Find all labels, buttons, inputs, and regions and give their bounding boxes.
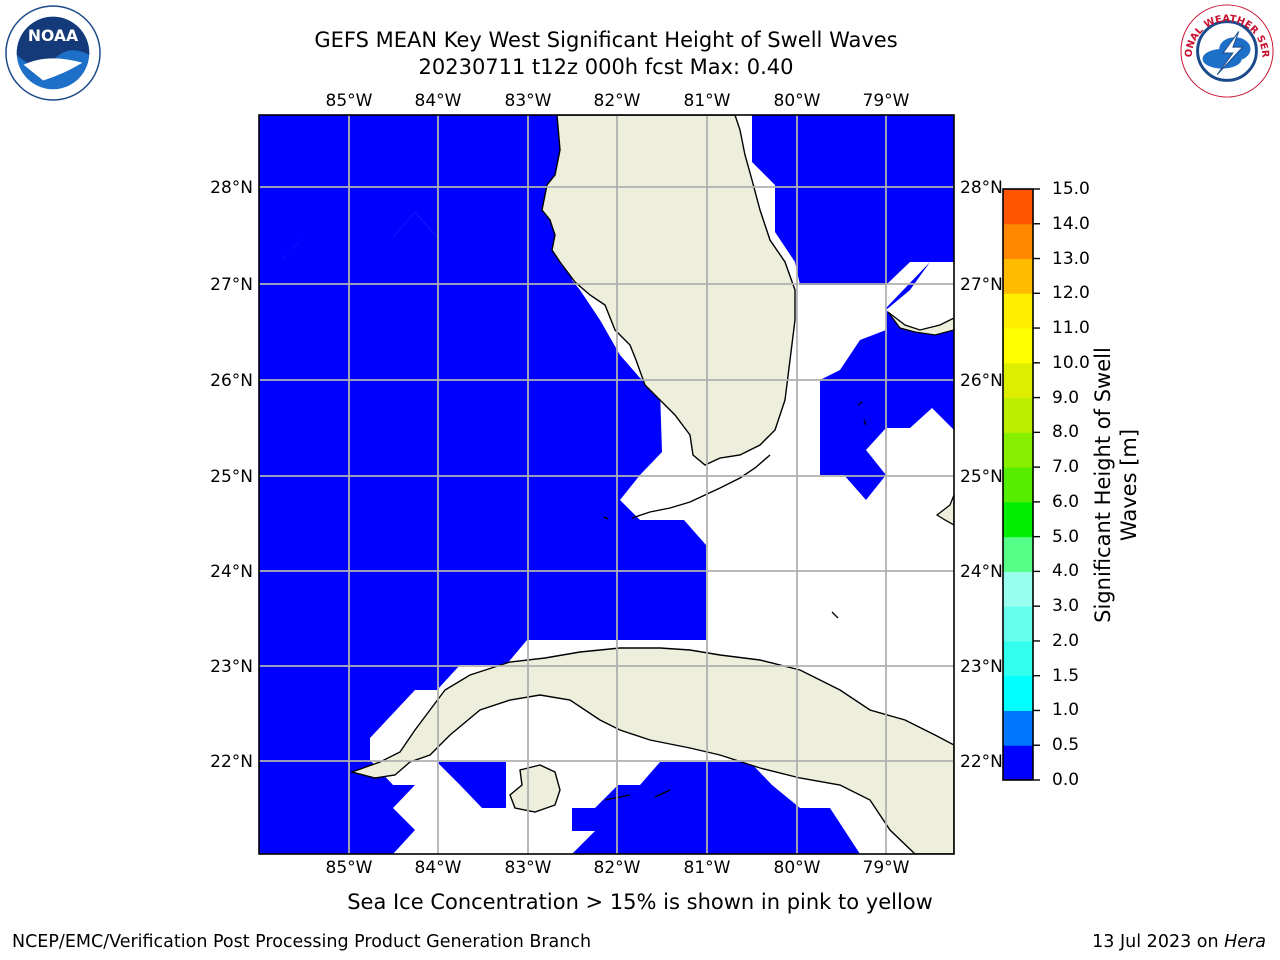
colorbar-tick-label: 0.5 (1052, 735, 1080, 756)
lon-labels-top: 85°W 84°W 83°W 82°W 81°W 80°W 79°W (326, 91, 910, 111)
colorbar-tick-label: 14.0 (1052, 213, 1090, 234)
colorbar-tick-label: 7.0 (1052, 457, 1080, 478)
colorbar-tick-label: 11.0 (1052, 318, 1090, 339)
lat-label: 26°N (210, 371, 253, 391)
colorbar-segment (1003, 189, 1033, 225)
lon-label: 81°W (684, 91, 731, 111)
credit-machine: Hera (1224, 932, 1266, 952)
colorbar-segment (1003, 293, 1033, 329)
lat-labels-right: 28°N 27°N 26°N 25°N 24°N 23°N 22°N (960, 178, 1003, 772)
colorbar-segment (1003, 745, 1033, 781)
colorbar-tick-label: 15.0 (1052, 179, 1090, 199)
lon-label: 80°W (774, 91, 821, 111)
lat-label: 28°N (960, 178, 1003, 198)
sea-ice-note: Sea Ice Concentration > 15% is shown in … (347, 890, 933, 914)
colorbar-frame (1002, 188, 1034, 781)
colorbar-ticks (1033, 188, 1040, 781)
colorbar-tick-label: 0.0 (1052, 770, 1080, 790)
chart-subtitle: 20230711 t12z 000h fcst Max: 0.40 (418, 55, 794, 79)
colorbar-tick-label: 4.0 (1052, 561, 1080, 582)
colorbar-segment (1003, 501, 1033, 538)
colorbar-segment (1003, 640, 1033, 677)
colorbar-segment (1003, 362, 1033, 399)
colorbar-tick-label: 2.0 (1052, 630, 1080, 651)
chart-title: GEFS MEAN Key West Significant Height of… (314, 28, 898, 52)
lon-label: 83°W (505, 91, 552, 111)
map-frame (258, 114, 955, 855)
colorbar-tick-label: 9.0 (1052, 387, 1080, 408)
colorbar-segment (1003, 710, 1033, 746)
land-cuba (349, 647, 954, 854)
colorbar-tick-label: 12.0 (1052, 283, 1090, 304)
colorbar-title: Significant Height of Swell Waves [m] (1091, 347, 1141, 623)
noaa-logo-text: NOAA (28, 26, 79, 45)
colorbar-tick-label: 5.0 (1052, 526, 1080, 547)
colorbar-tick-label: 13.0 (1052, 248, 1090, 269)
land-florida (541, 115, 796, 466)
lon-label: 83°W (505, 858, 552, 878)
colorbar-segment (1003, 397, 1033, 433)
grid-lines (259, 115, 954, 854)
lon-label: 85°W (326, 858, 373, 878)
colorbar-tick-label: 1.5 (1052, 665, 1080, 686)
colorbar-segment (1003, 606, 1033, 642)
colorbar-segment (1003, 571, 1033, 607)
land-isla-juventud (509, 764, 561, 813)
lat-label: 22°N (210, 752, 253, 772)
colorbar-tick-label: 3.0 (1052, 596, 1080, 617)
lat-label: 23°N (210, 657, 253, 677)
credit-branch: NCEP/EMC/Verification Post Processing Pr… (12, 932, 592, 952)
colorbar-tick-label: 1.0 (1052, 700, 1080, 721)
lon-label: 85°W (326, 91, 373, 111)
credit-date-text: 13 Jul 2023 on (1092, 932, 1225, 952)
lon-label: 84°W (415, 91, 462, 111)
credit-date: 13 Jul 2023 on Hera (1092, 932, 1266, 952)
colorbar-tick-label: 8.0 (1052, 422, 1080, 443)
colorbar-tick-label: 10.0 (1052, 352, 1090, 373)
noaa-logo: NOAA (5, 5, 101, 101)
lat-label: 25°N (960, 467, 1003, 487)
lon-labels-bottom: 85°W 84°W 83°W 82°W 81°W 80°W 79°W (326, 858, 910, 878)
lon-label: 84°W (415, 858, 462, 878)
lon-label: 82°W (594, 91, 641, 111)
lat-label: 24°N (960, 562, 1003, 582)
lat-label: 22°N (960, 752, 1003, 772)
colorbar-tick-label: 6.0 (1052, 491, 1080, 512)
lat-label: 28°N (210, 178, 253, 198)
lon-label: 81°W (684, 858, 731, 878)
lat-label: 25°N (210, 467, 253, 487)
lon-label: 79°W (863, 858, 910, 878)
colorbar (1003, 189, 1033, 781)
colorbar-segment (1003, 432, 1033, 468)
lat-labels-left: 28°N 27°N 26°N 25°N 24°N 23°N 22°N (210, 178, 253, 772)
lat-label: 27°N (210, 275, 253, 295)
colorbar-segment (1003, 258, 1033, 294)
colorbar-segment (1003, 536, 1033, 572)
florida-keys (631, 454, 771, 519)
colorbar-segment (1003, 675, 1033, 711)
colorbar-segment (1003, 223, 1033, 260)
lon-label: 82°W (594, 858, 641, 878)
lat-label: 26°N (960, 371, 1003, 391)
lon-label: 79°W (863, 91, 910, 111)
map-area (259, 115, 954, 854)
colorbar-segment (1003, 328, 1033, 364)
nws-logo: NATIONAL WEATHER SERVICE (1176, 2, 1274, 98)
colorbar-segment (1003, 467, 1033, 503)
lon-label: 80°W (774, 858, 821, 878)
lat-label: 23°N (960, 657, 1003, 677)
lat-label: 24°N (210, 562, 253, 582)
swell-field (259, 115, 954, 854)
lat-label: 27°N (960, 275, 1003, 295)
land-bahamas (887, 311, 954, 336)
